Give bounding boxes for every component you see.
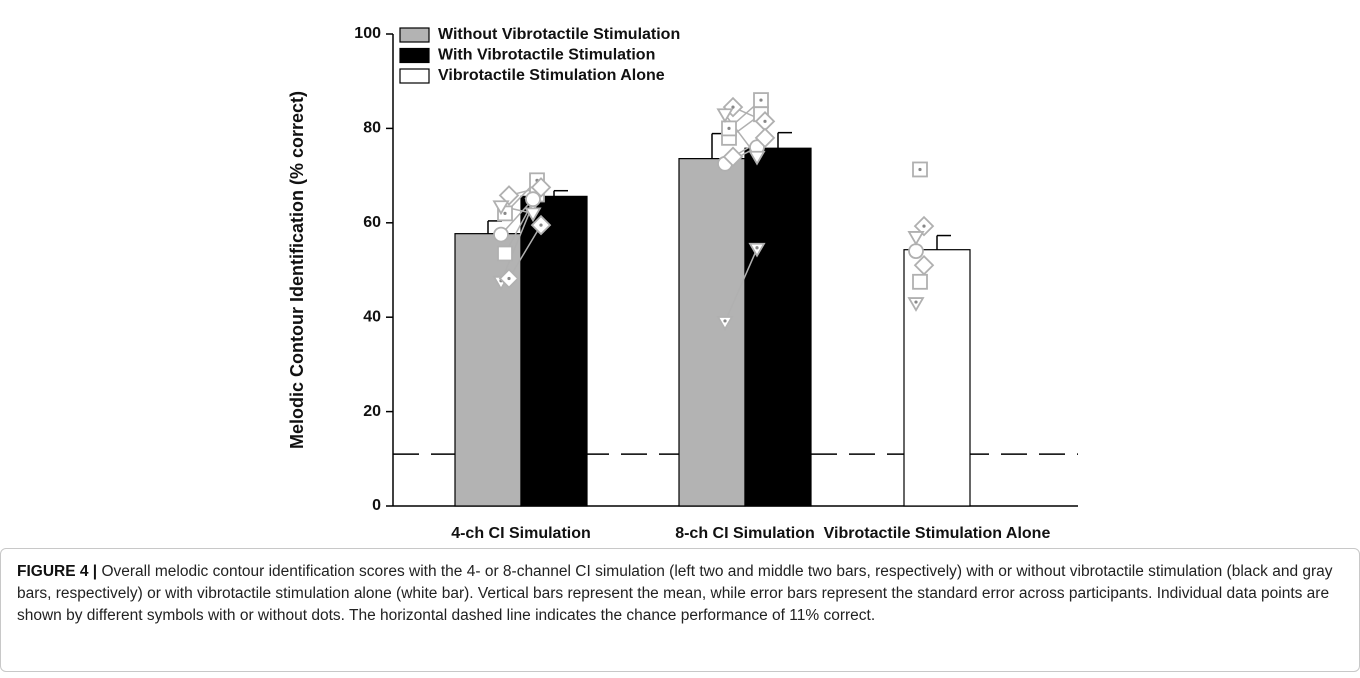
- point-dot: [503, 211, 507, 215]
- point: [525, 191, 541, 208]
- pair-line: [500, 198, 534, 236]
- point: [716, 316, 734, 331]
- legend-label: Vibrotactile Stimulation Alone: [438, 67, 665, 84]
- point-dot: [723, 319, 727, 323]
- point-dot: [922, 224, 926, 228]
- y-tick-label: 60: [363, 214, 381, 231]
- point: [908, 243, 924, 260]
- point-dot: [759, 98, 763, 102]
- point: [913, 255, 935, 276]
- bar: [678, 158, 746, 507]
- y-tick-label: 0: [372, 497, 381, 514]
- y-tick-label: 20: [363, 403, 381, 420]
- caption-text: Overall melodic contour identification s…: [17, 563, 1333, 624]
- point: [754, 127, 776, 149]
- point: [907, 231, 925, 246]
- point: [716, 108, 734, 124]
- point: [722, 146, 744, 167]
- point: [748, 150, 766, 166]
- legend-label: With Vibrotactile Stimulation: [438, 47, 655, 64]
- point: [498, 185, 520, 206]
- bar: [520, 195, 588, 507]
- chart: Melodic Contour Identification (% correc…: [287, 25, 1078, 542]
- bar: [903, 249, 971, 507]
- point: [492, 200, 510, 216]
- x-tick-label: 4-ch CI Simulation: [451, 525, 591, 542]
- point-dot: [763, 119, 767, 123]
- x-tick-label: Vibrotactile Stimulation Alone: [824, 525, 1051, 542]
- legend-label: Without Vibrotactile Stimulation: [438, 26, 680, 43]
- point-dot: [507, 276, 511, 281]
- point: [497, 245, 513, 262]
- legend-swatch: [399, 27, 430, 43]
- point: [530, 177, 552, 198]
- pair-line: [724, 248, 758, 323]
- point-dot: [918, 167, 922, 172]
- point: [748, 242, 766, 258]
- point-dot: [727, 126, 731, 130]
- y-tick-label: 40: [363, 308, 381, 325]
- point-dot: [755, 246, 759, 250]
- bar: [744, 147, 812, 507]
- pair-line: [500, 203, 534, 283]
- pair-line: [508, 224, 542, 279]
- legend-swatch: [399, 47, 430, 64]
- legend-swatch: [399, 68, 430, 84]
- point: [907, 297, 925, 312]
- point-dot: [731, 105, 735, 109]
- caption-label: FIGURE 4 |: [17, 563, 98, 580]
- point: [493, 226, 509, 243]
- y-tick-label: 100: [354, 25, 381, 42]
- x-tick-label: 8-ch CI Simulation: [675, 525, 815, 542]
- y-axis-label: Melodic Contour Identification (% correc…: [287, 91, 307, 449]
- point: [524, 207, 542, 223]
- point-dot: [539, 223, 543, 227]
- point-dot: [914, 300, 918, 304]
- caption: FIGURE 4 | Overall melodic contour ident…: [0, 548, 1360, 672]
- point: [912, 273, 928, 290]
- y-tick-label: 80: [363, 120, 381, 137]
